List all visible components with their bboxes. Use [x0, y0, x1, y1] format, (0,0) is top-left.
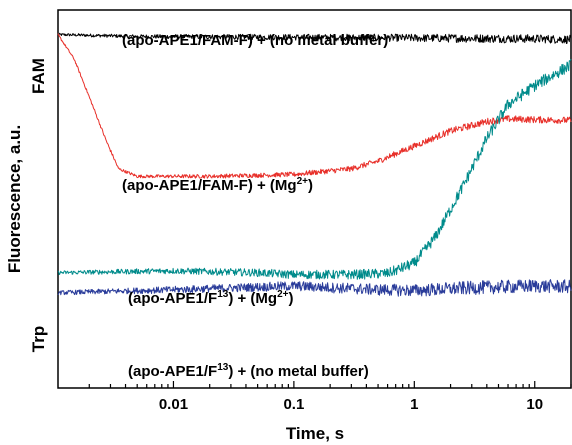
plot-frame — [57, 9, 572, 389]
annotation-teal-series: (apo-APE1/F13) + (Mg2+) — [128, 289, 293, 307]
annotation-red-series: (apo-APE1/FAM-F) + (Mg2+) — [122, 176, 313, 194]
annotation-text-part: ) + (Mg — [228, 290, 277, 307]
annotation-text-part: (apo-APE1/FAM-F) + (Mg — [122, 177, 297, 194]
annotation-text-part: 2+ — [297, 176, 309, 187]
annotation-text-part: 2+ — [277, 289, 289, 300]
series-red-line — [57, 33, 572, 179]
x-tick-label: 0.01 — [159, 396, 188, 413]
side-label-trp: Trp — [29, 326, 48, 352]
annotation-text-part: (apo-APE1/F — [128, 363, 217, 380]
series-teal-line — [57, 58, 572, 280]
annotation-text-part: (apo-APE1/FAM-F) + (no metal buffer) — [122, 32, 388, 49]
x-axis-tick-labels: 0.01 0.1 1 10 — [159, 396, 543, 413]
annotation-text-part: (apo-APE1/F — [128, 290, 217, 307]
annotation-text-part: ) — [308, 177, 313, 194]
x-axis-title: Time, s — [286, 424, 344, 443]
series-lines — [57, 32, 572, 297]
series-black-line — [57, 32, 572, 44]
x-tick-label: 10 — [526, 396, 543, 413]
side-label-fam: FAM — [29, 58, 48, 94]
annotation-text-part: 13 — [217, 362, 229, 373]
x-tick-label: 0.1 — [283, 396, 304, 413]
y-axis-title: Fluorescence, a.u. — [5, 125, 24, 273]
x-axis-ticks — [88, 381, 572, 388]
annotation-blue-series: (apo-APE1/F13) + (no metal buffer) — [128, 362, 369, 380]
series-blue-line — [57, 279, 572, 297]
annotation-black-series: (apo-APE1/FAM-F) + (no metal buffer) — [122, 32, 388, 49]
annotation-text-part: ) + (no metal buffer) — [228, 363, 368, 380]
x-tick-label: 1 — [410, 396, 418, 413]
annotation-text-part: ) — [288, 290, 293, 307]
annotation-text-part: 13 — [217, 289, 229, 300]
